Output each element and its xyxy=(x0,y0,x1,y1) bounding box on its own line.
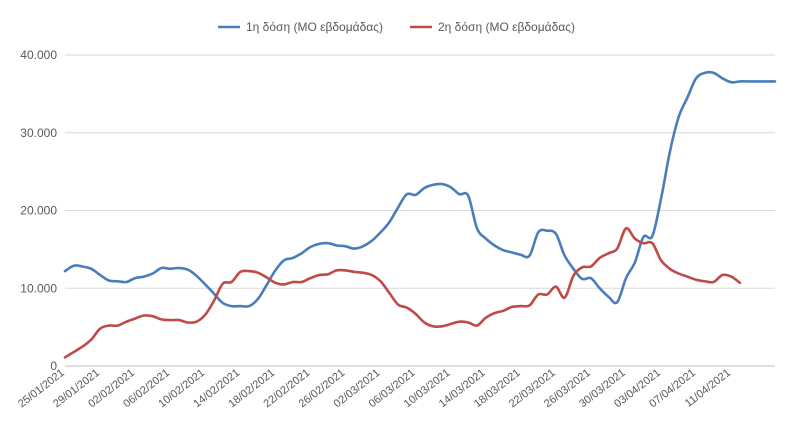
y-tick-label: 40.000 xyxy=(20,48,57,62)
y-tick-label: 0 xyxy=(50,359,57,373)
series-line-2 xyxy=(63,226,742,359)
legend: 1η δόση (ΜΟ εβδομάδας) 2η δόση (ΜΟ εβδομά… xyxy=(218,20,575,34)
x-axis-ticks: 25/01/202129/01/202102/02/202106/02/2021… xyxy=(16,367,733,410)
y-tick-label: 30.000 xyxy=(20,126,57,140)
series-line-1 xyxy=(63,70,777,308)
series-lines xyxy=(63,70,777,359)
gridlines xyxy=(65,54,775,367)
legend-label-1: 1η δόση (ΜΟ εβδομάδας) xyxy=(246,20,383,34)
y-axis-ticks: 0 10.000 20.000 30.000 40.000 xyxy=(20,48,57,373)
y-tick-label: 10.000 xyxy=(20,281,57,295)
legend-label-2: 2η δόση (ΜΟ εβδομάδας) xyxy=(438,20,575,34)
y-tick-label: 20.000 xyxy=(20,204,57,218)
